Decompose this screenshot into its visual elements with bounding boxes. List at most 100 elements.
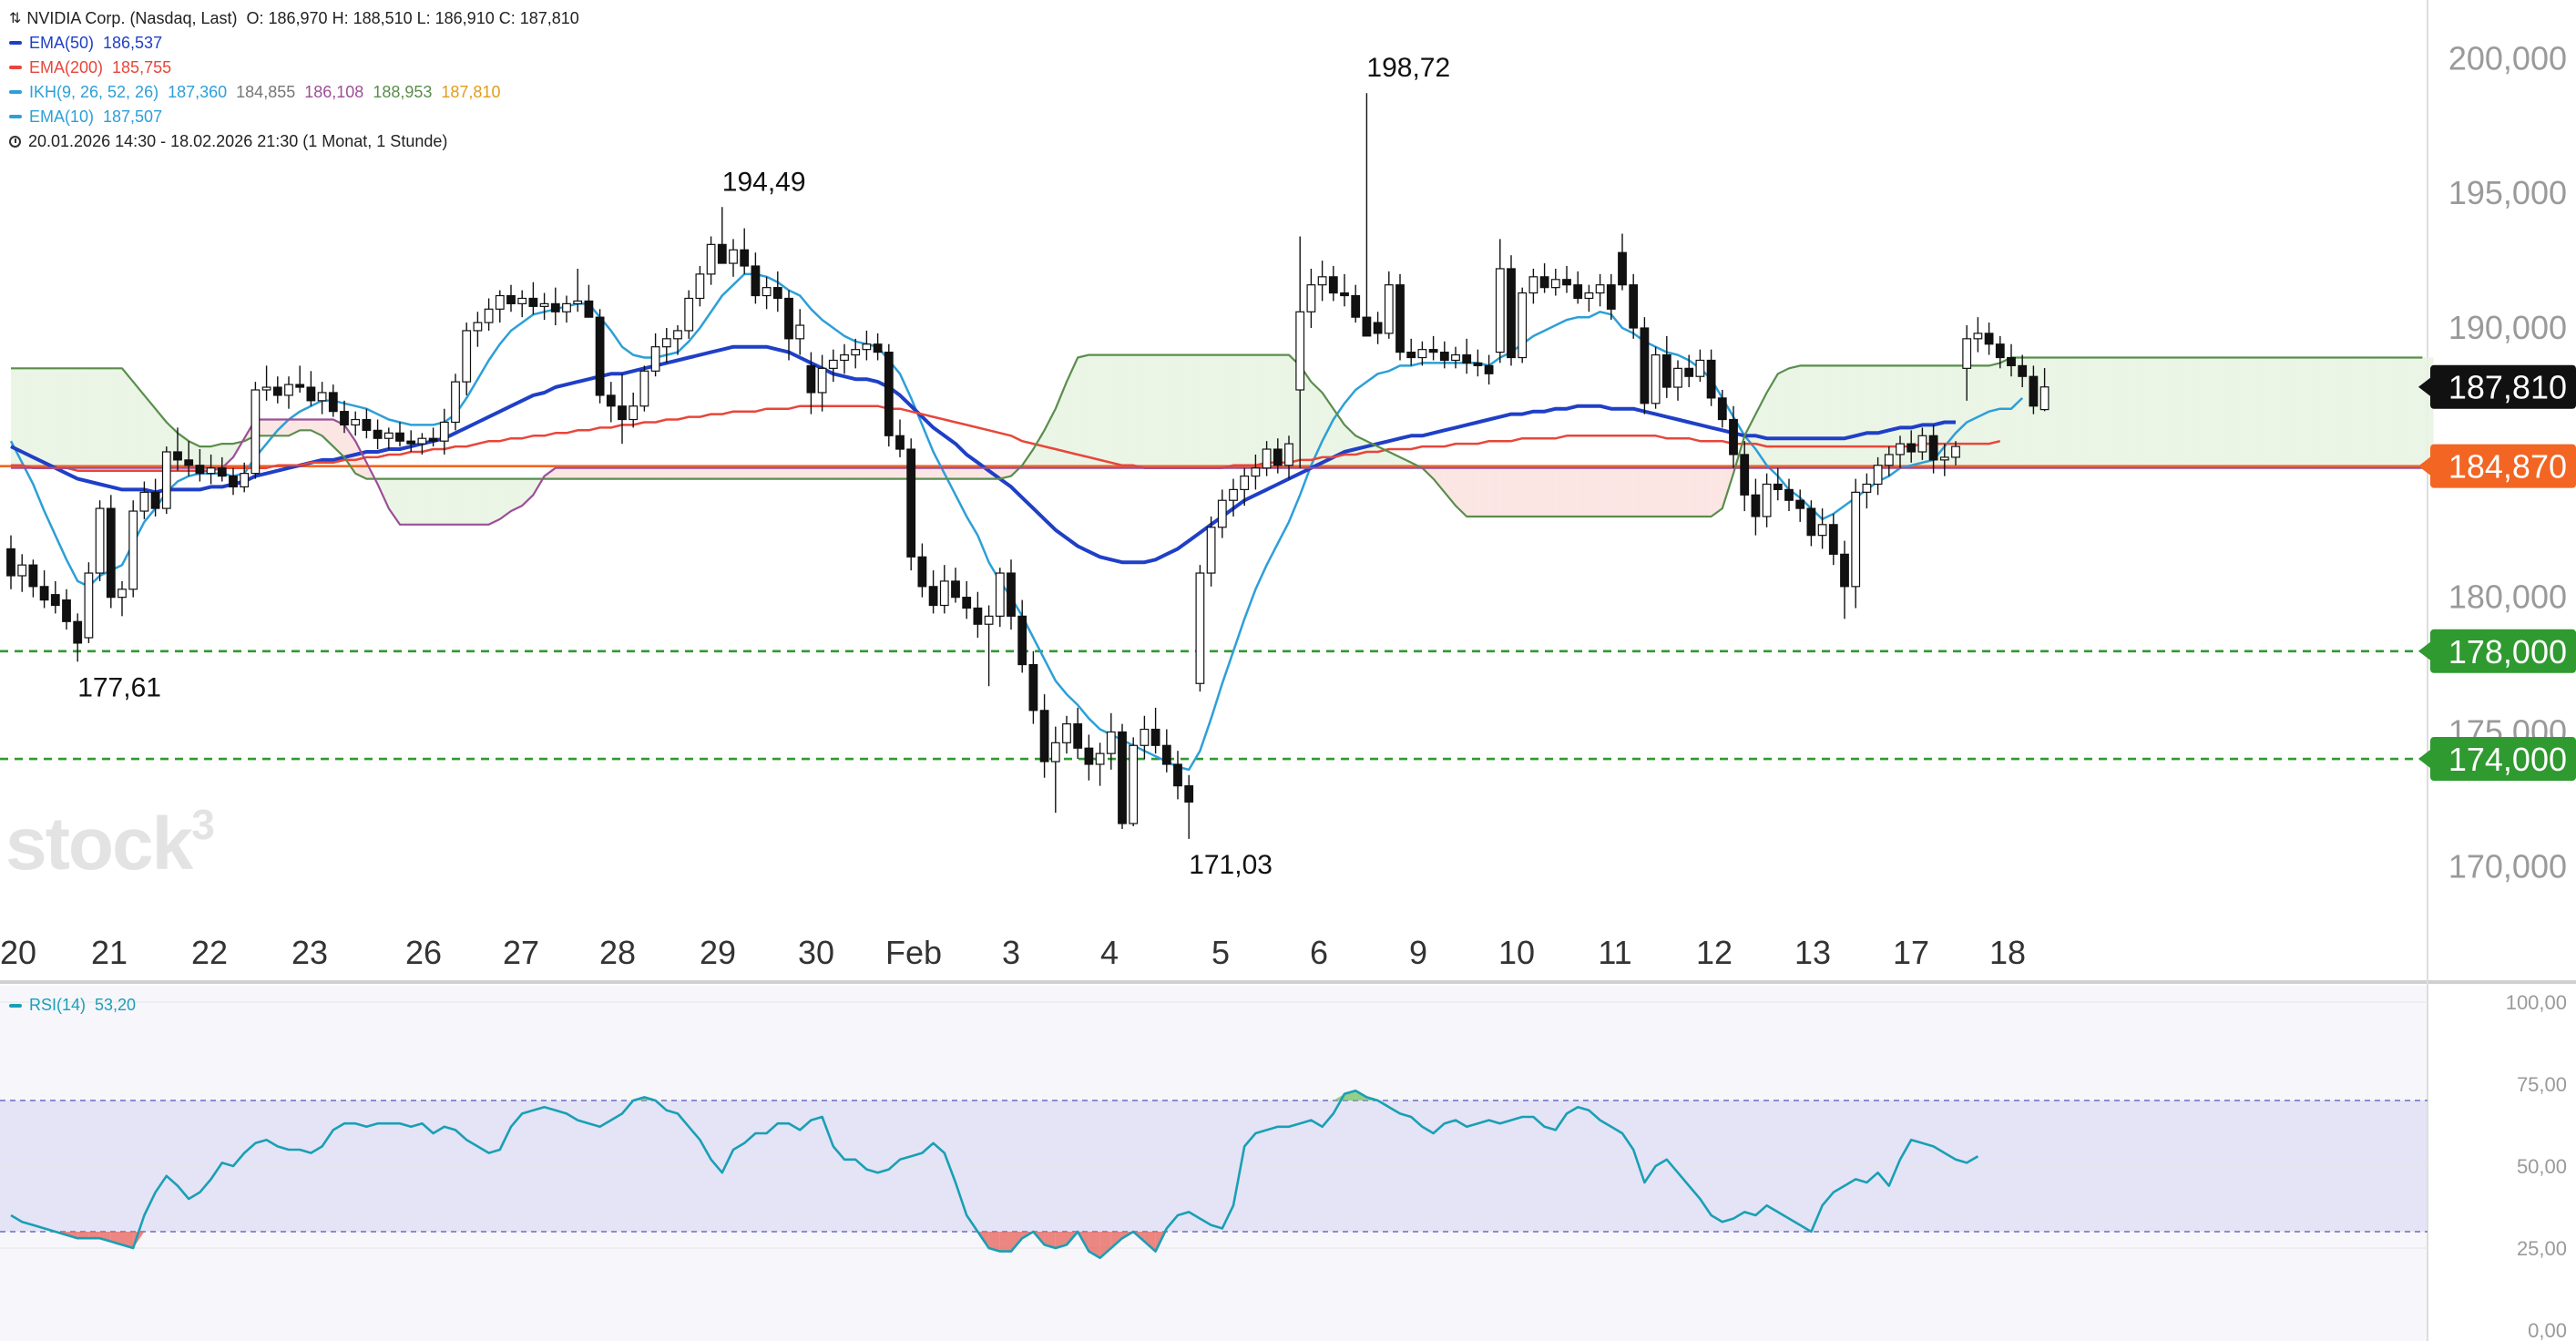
candle-body xyxy=(1039,710,1049,763)
legend-ema200[interactable]: EMA(200) 185,755 xyxy=(9,56,171,78)
candle-body xyxy=(250,389,261,475)
cloud-segment xyxy=(110,368,122,468)
candle-body xyxy=(1784,488,1794,501)
price-tag-184,870-box xyxy=(2430,444,2576,488)
cloud-segment xyxy=(1578,467,1590,517)
cloud-segment xyxy=(1600,467,1611,517)
cloud-segment xyxy=(1189,354,1201,468)
last-price-tag-box xyxy=(2430,364,2576,409)
candle-body xyxy=(2007,356,2016,366)
candle-body xyxy=(428,437,438,442)
candle-body xyxy=(695,273,705,300)
cloud-segment xyxy=(567,467,578,479)
x-tick-26: 26 xyxy=(405,934,442,971)
candle-body xyxy=(195,465,205,475)
cloud-segment xyxy=(2222,357,2234,468)
rsi-oversold-fill xyxy=(99,1232,111,1242)
legend-ema50[interactable]: EMA(50) 186,537 xyxy=(9,32,162,54)
candle-body xyxy=(862,343,872,351)
cloud-segment xyxy=(1477,467,1489,517)
x-tick-6: 6 xyxy=(1310,934,1328,971)
cloud-segment xyxy=(2300,357,2312,468)
rsi-oversold-fill xyxy=(77,1232,89,1239)
candle-body xyxy=(962,597,972,609)
candle-body xyxy=(751,265,761,297)
candle-body xyxy=(451,381,460,424)
cloud-segment xyxy=(655,467,667,479)
candle-body xyxy=(1173,763,1182,787)
cloud-segment xyxy=(2178,357,2190,468)
cloud-segment xyxy=(2122,357,2134,468)
cloud-segment xyxy=(800,467,812,479)
candle-body xyxy=(50,594,60,607)
candle-body xyxy=(1828,524,1838,555)
rsi-oversold-fill xyxy=(1110,1232,1122,1248)
candle-body xyxy=(39,586,49,601)
candle-body xyxy=(495,294,505,310)
candle-body xyxy=(1017,615,1027,666)
cloud-segment xyxy=(1811,365,1823,468)
rsi-line xyxy=(10,1089,1979,1260)
candle-body xyxy=(1528,276,1538,294)
candle-body xyxy=(851,349,861,356)
candle-body xyxy=(1762,483,1772,517)
cloud-segment xyxy=(644,467,656,479)
legend-ema10[interactable]: EMA(10) 187,507 xyxy=(9,106,162,128)
cloud-segment xyxy=(400,478,412,525)
candle-body xyxy=(1661,353,1671,388)
candle-body xyxy=(161,451,171,509)
cloud-segment xyxy=(1567,467,1579,517)
ema10-swatch xyxy=(9,115,22,118)
candle-body xyxy=(928,586,938,607)
x-tick-9: 9 xyxy=(1409,934,1427,971)
cloud-segment xyxy=(1277,354,1289,468)
price-axis: 170,000175,000180,000185,000190,000195,0… xyxy=(2418,39,2576,885)
candle-body xyxy=(1773,483,1783,490)
candle-body xyxy=(1406,352,1416,359)
candle-body xyxy=(1851,491,1861,588)
candle-body xyxy=(840,353,849,362)
candle-body xyxy=(118,589,127,599)
candle-body xyxy=(106,507,116,599)
cloud-segment xyxy=(777,467,789,479)
legend-ikh[interactable]: IKH(9, 26, 52, 26) 187,360 184,855 186,1… xyxy=(9,81,500,103)
cloud-segment xyxy=(99,368,111,468)
cloud-segment xyxy=(77,368,89,468)
series-ema-10- xyxy=(9,272,2024,772)
candle-body xyxy=(484,308,494,323)
cloud-segment xyxy=(2234,357,2245,468)
candle-body xyxy=(1217,499,1227,528)
candle-body xyxy=(729,249,738,264)
candle-body xyxy=(1518,292,1528,359)
candle-body xyxy=(1495,268,1505,353)
candle-body xyxy=(650,346,660,372)
annotation-198,72: 198,72 xyxy=(1366,53,1450,83)
x-tick-Feb: Feb xyxy=(885,934,942,971)
rsi-y-tick-label: 75,00 xyxy=(2517,1073,2567,1096)
y-tick-label: 195,000 xyxy=(2448,174,2567,211)
candle-body xyxy=(1129,744,1139,824)
series-ema-50- xyxy=(10,344,1956,565)
candle-body xyxy=(1840,553,1849,588)
cloud-segment xyxy=(1633,467,1645,517)
cloud-segment xyxy=(1456,467,1467,517)
candle-body xyxy=(528,297,538,307)
candle-body xyxy=(362,418,372,431)
time-axis: 20 21 22 23 26 27 28 29 30 Feb 3 4 5 6 9 10 11 12 13 17 18 xyxy=(0,934,2026,971)
candle-body xyxy=(584,300,594,318)
y-tick-label: 180,000 xyxy=(2448,578,2567,616)
candle-body xyxy=(1817,524,1827,537)
candle-body xyxy=(1629,284,1639,329)
candle-body xyxy=(2018,364,2028,377)
candle-body xyxy=(206,467,216,475)
cloud-segment xyxy=(733,467,745,479)
cloud-segment xyxy=(866,467,878,479)
cloud-segment xyxy=(2244,357,2256,468)
cloud-segment xyxy=(588,467,600,479)
cloud-segment xyxy=(1089,354,1100,468)
cloud-segment xyxy=(477,478,489,525)
cloud-segment xyxy=(455,478,467,525)
legend-rsi[interactable]: RSI(14) 53,20 xyxy=(9,996,136,1015)
candle-body xyxy=(1240,476,1250,490)
